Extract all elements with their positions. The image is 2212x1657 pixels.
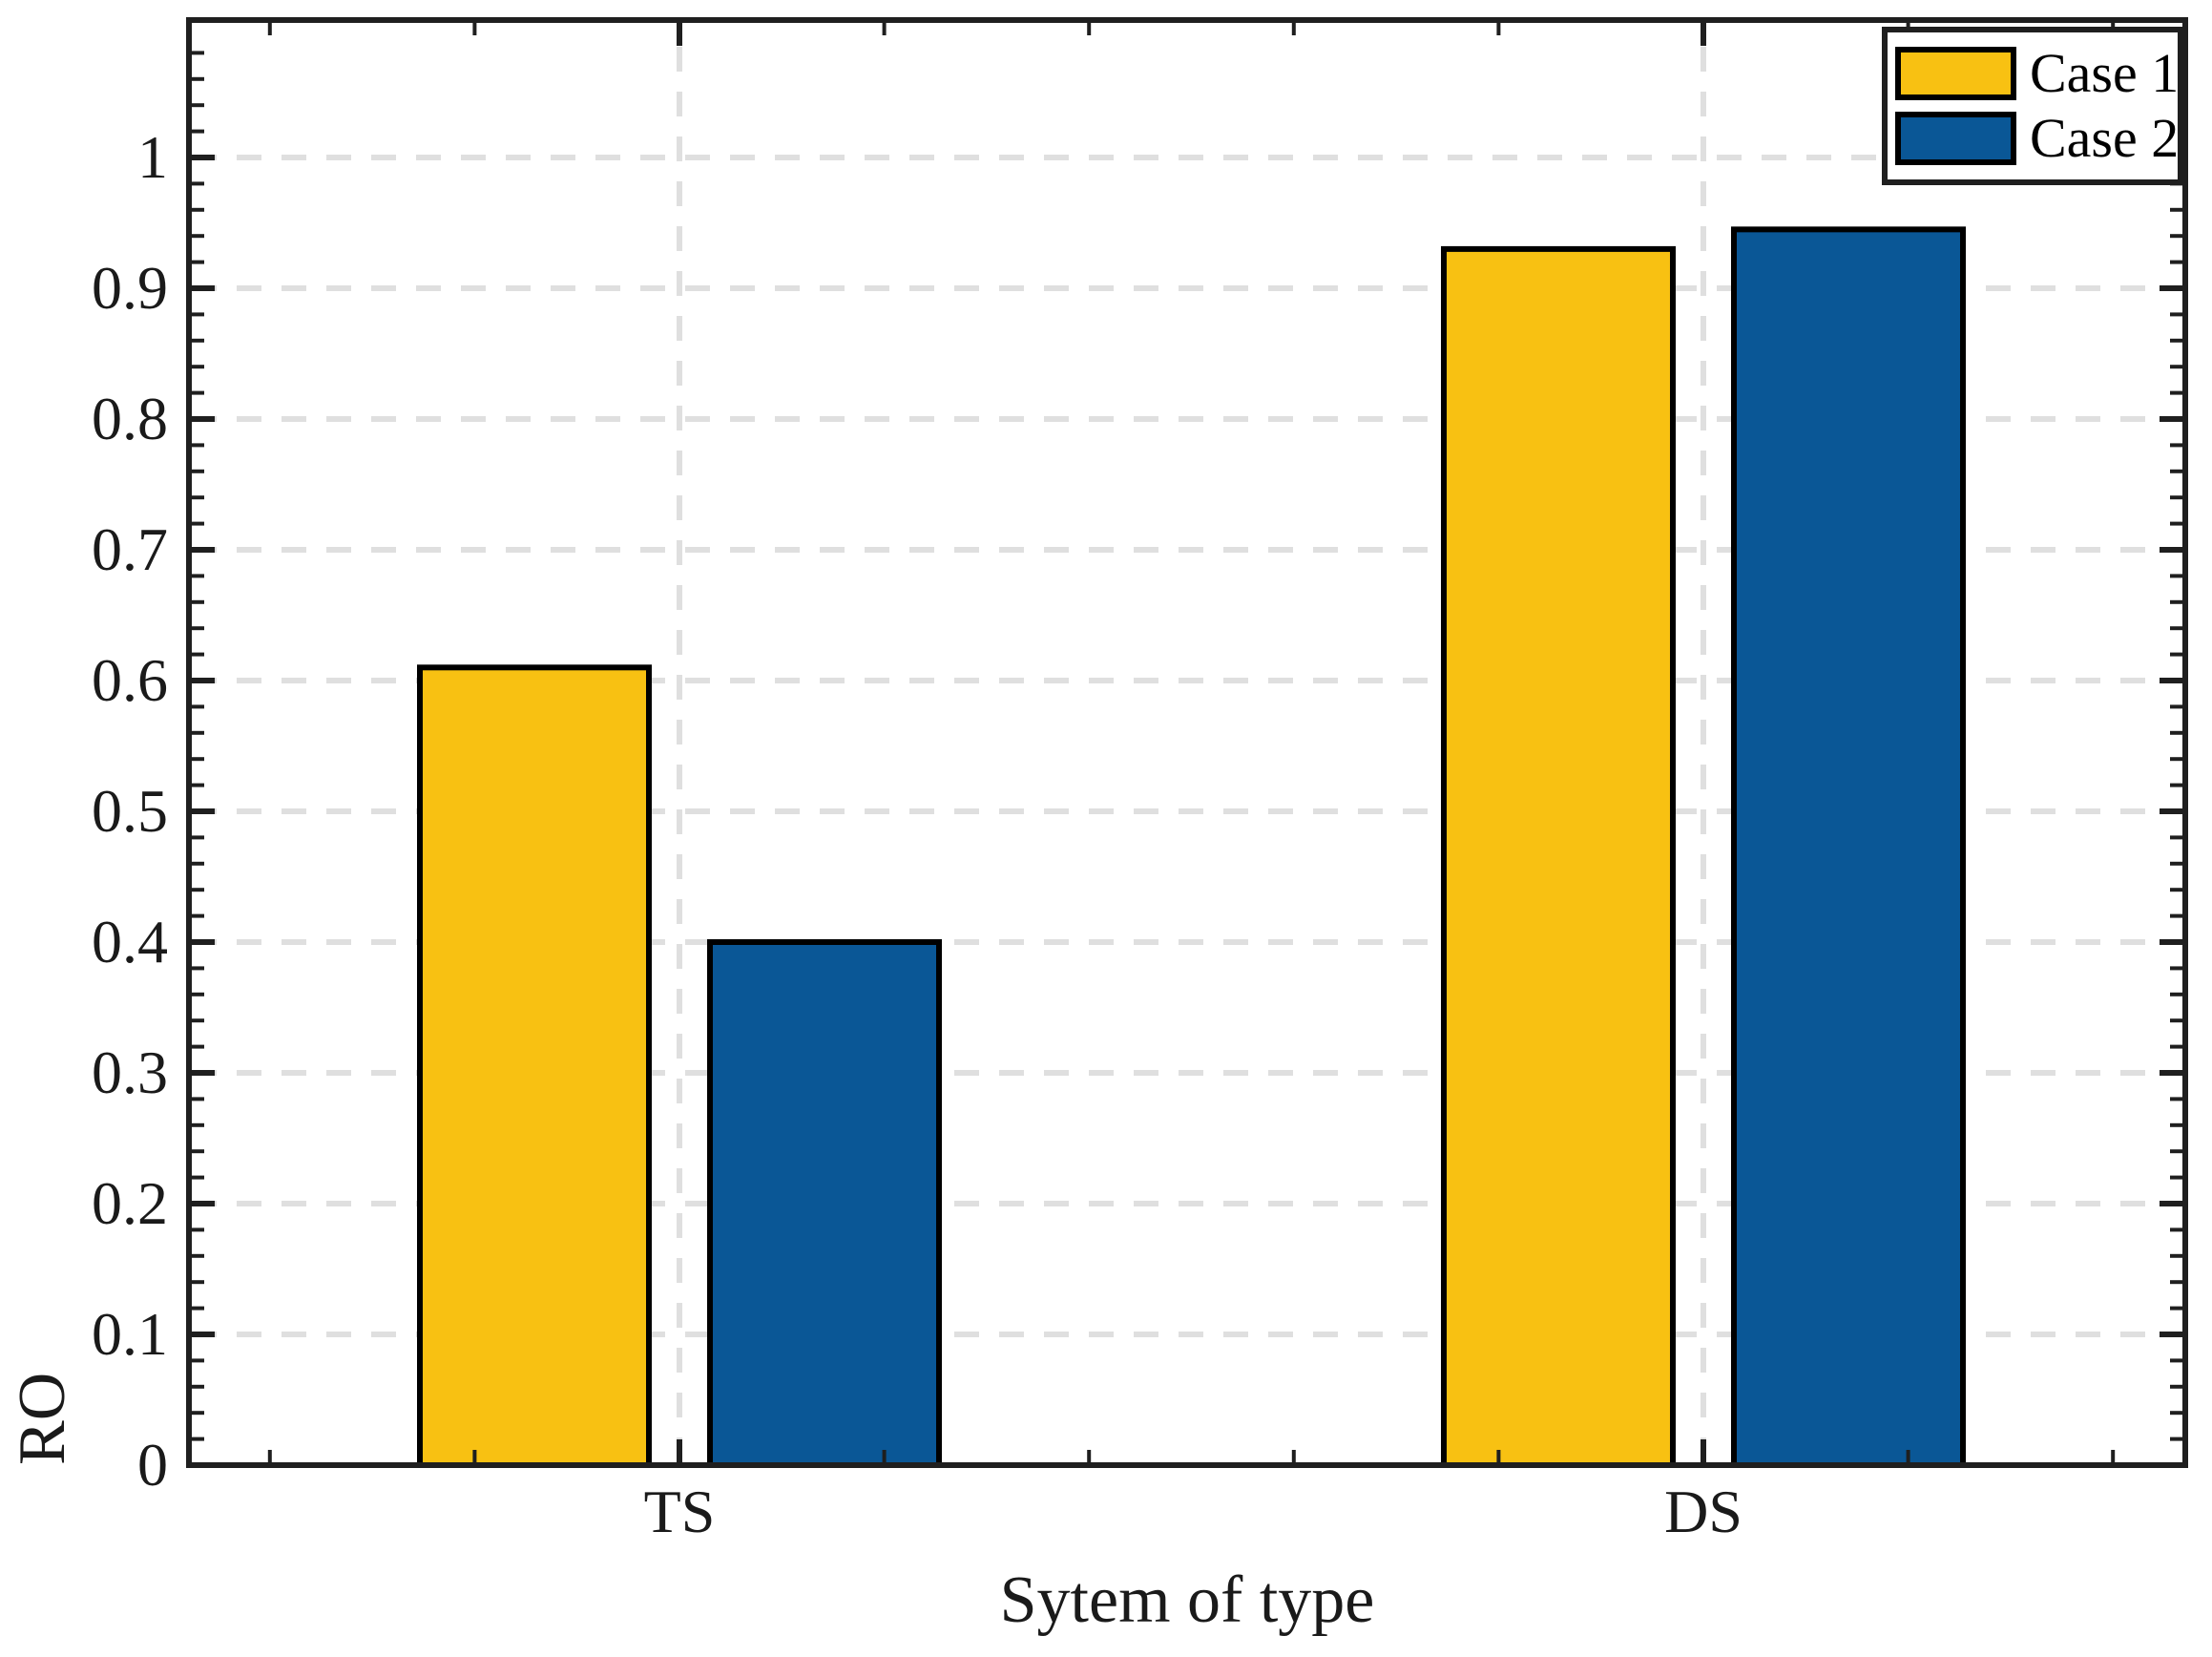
legend-swatch-case-1 — [1895, 47, 2016, 100]
legend-label-case-1: Case 1 — [2030, 42, 2180, 104]
ytick-label-0.6: 0.6 — [92, 646, 168, 714]
ytick-label-0.5: 0.5 — [92, 777, 168, 845]
ytick-label-0.8: 0.8 — [92, 385, 168, 452]
ytick-label-0.3: 0.3 — [92, 1038, 168, 1106]
ytick-label-0.4: 0.4 — [92, 908, 168, 975]
xtick-label-ts: TS — [643, 1478, 716, 1545]
ytick-label-0.9: 0.9 — [92, 254, 168, 322]
legend-label-case-2: Case 2 — [2030, 107, 2180, 169]
ytick-label-0.7: 0.7 — [92, 515, 168, 583]
bar-ds-case-1 — [1441, 245, 1676, 1468]
ytick-label-0.2: 0.2 — [92, 1169, 168, 1237]
bar-ds-case-2 — [1731, 226, 1966, 1469]
legend-entry-case-1: Case 1 — [1895, 46, 2179, 101]
bar-ts-case-1 — [417, 664, 652, 1468]
y-axis-label: RO — [6, 1372, 79, 1465]
x-axis-label: Sytem of type — [999, 1563, 1375, 1637]
bar-ts-case-2 — [707, 939, 942, 1468]
legend-entry-case-2: Case 2 — [1895, 111, 2179, 166]
legend-swatch-case-2 — [1895, 112, 2016, 165]
ytick-label-0.1: 0.1 — [92, 1300, 168, 1368]
plot-frame — [186, 17, 2188, 1468]
xtick-label-ds: DS — [1664, 1478, 1742, 1545]
ytick-label-0: 0 — [137, 1431, 168, 1499]
ytick-label-1: 1 — [137, 123, 168, 191]
legend: Case 1 Case 2 — [1882, 27, 2183, 185]
